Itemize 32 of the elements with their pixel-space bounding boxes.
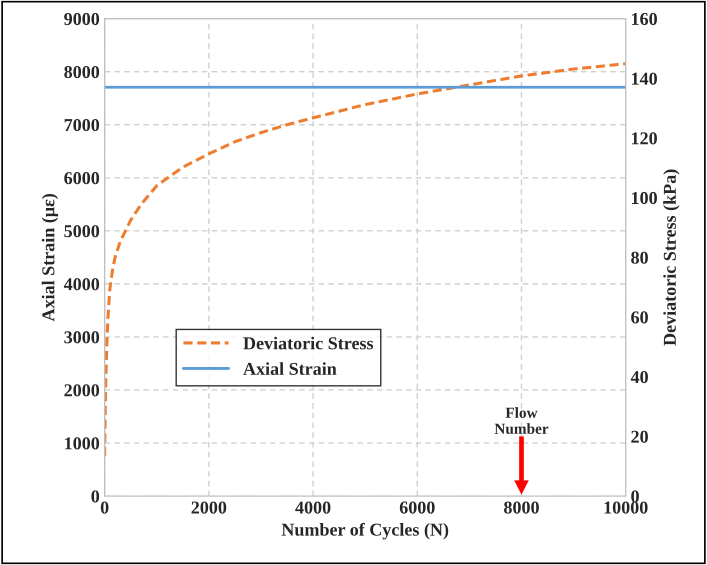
y2-tick-label: 100 <box>632 192 657 204</box>
y-tick-label: 6000 <box>64 172 100 184</box>
y-tick-label: 1000 <box>65 437 100 450</box>
y2-tick-label: 80 <box>631 252 648 264</box>
annotation: Flow Number <box>494 407 548 434</box>
y-tick-label: 4000 <box>64 278 100 290</box>
line-series <box>104 62 626 458</box>
y2-tick-label: 160 <box>632 12 657 26</box>
y2-tick-label: 120 <box>632 132 657 144</box>
x-tick-label: 4000 <box>295 501 330 514</box>
x-tick-label: 2000 <box>192 501 226 514</box>
y-tick-label: 0 <box>91 490 100 503</box>
y-tick-label: 5000 <box>64 225 100 238</box>
y-tick-label: 2000 <box>64 384 100 396</box>
legend-label: Deviatoric Stress <box>243 336 374 350</box>
y-axis-title: Axial Strain (με) <box>42 194 58 322</box>
x-axis-title: Number of Cycles (N) <box>282 522 448 540</box>
y2-tick-label: 20 <box>631 430 648 443</box>
y2-tick-label: 0 <box>631 490 639 503</box>
y2-tick-label: 140 <box>632 72 657 85</box>
y2-axis-title: Deviatoric Stress (kPa) <box>663 170 680 346</box>
x-tick-label: 10000 <box>604 501 648 514</box>
x-tick-label: 0 <box>100 501 108 514</box>
x-tick-label: 6000 <box>400 501 435 514</box>
legend-label: Axial Strain <box>243 362 337 375</box>
y-tick-label: 8000 <box>64 66 100 78</box>
y-tick-label: 3000 <box>64 331 100 344</box>
x-tick-label: 8000 <box>504 501 539 514</box>
y-tick-label: 7000 <box>64 118 100 132</box>
y2-tick-label: 40 <box>630 370 648 384</box>
y2-tick-label: 60 <box>631 311 648 324</box>
y-tick-label: 9000 <box>64 12 100 26</box>
